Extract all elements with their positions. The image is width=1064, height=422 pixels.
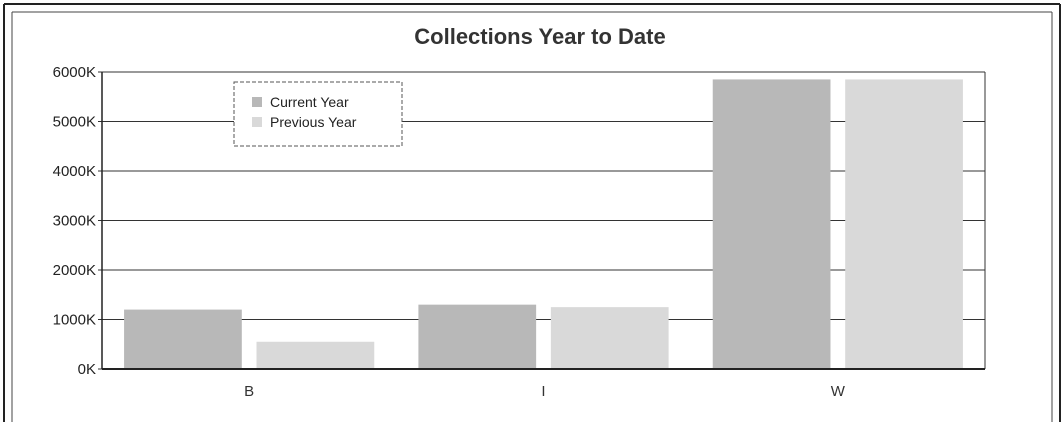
bar-previous-i	[550, 307, 669, 369]
bars	[124, 79, 963, 370]
y-axis: 0K 1000K 2000K 3000K 4000K 5000K 6000K	[53, 64, 103, 378]
bar-current-i	[418, 304, 537, 369]
bar-current-b	[124, 309, 242, 369]
y-tick-label: 2000K	[53, 262, 96, 279]
y-tick-label: 0K	[78, 361, 96, 378]
y-tick-label: 6000K	[53, 64, 96, 81]
legend-swatch-previous	[252, 117, 262, 127]
legend-box	[233, 81, 403, 147]
chart-title: Collections Year to Date	[414, 24, 665, 49]
legend-label-current: Current Year	[270, 94, 349, 110]
y-tick-label: 1000K	[53, 312, 96, 329]
x-tick-label: B	[244, 383, 254, 400]
y-tick-label: 3000K	[53, 213, 96, 230]
x-tick-label: W	[831, 383, 846, 400]
x-tick-label: I	[541, 383, 545, 400]
legend: Current Year Previous Year	[233, 81, 403, 147]
y-tick-label: 4000K	[53, 163, 96, 180]
bar-current-w	[712, 79, 831, 370]
legend-swatch-current	[252, 97, 262, 107]
bar-previous-b	[256, 341, 375, 369]
legend-label-previous: Previous Year	[270, 114, 357, 130]
y-tick-label: 5000K	[53, 114, 96, 131]
bar-previous-w	[845, 79, 963, 370]
